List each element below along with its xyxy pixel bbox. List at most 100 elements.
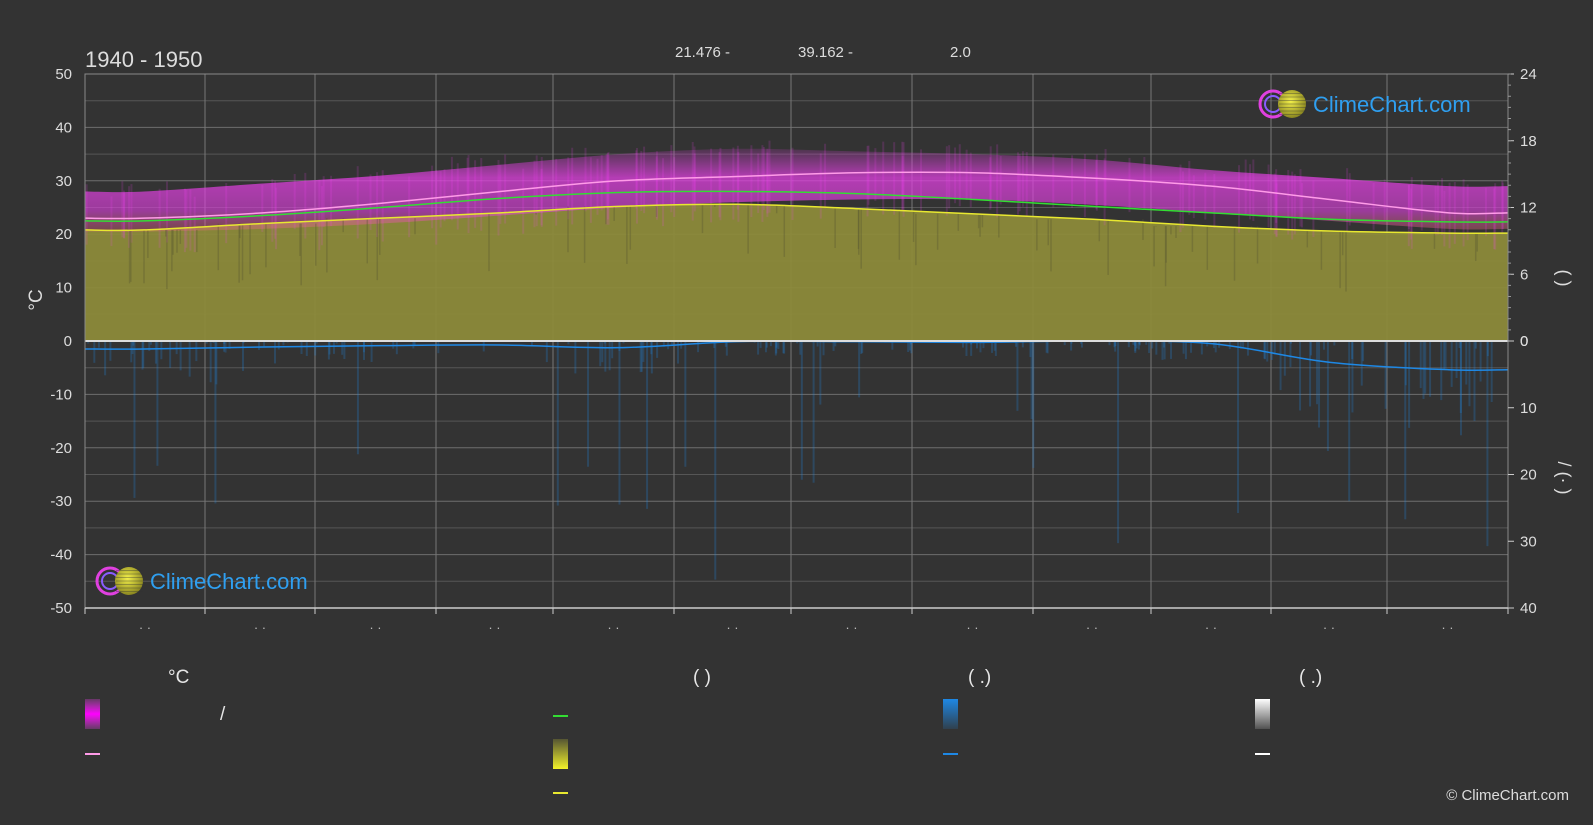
precip-bar <box>1473 341 1475 421</box>
legend-temp-range-label: / <box>220 704 226 725</box>
precip-bar <box>225 341 227 353</box>
precip-bar <box>176 341 178 354</box>
precip-bar <box>765 341 767 352</box>
month-tick-label: · · <box>726 620 738 635</box>
precip-bar <box>1451 341 1453 387</box>
precip-bar <box>650 341 652 354</box>
precip-bar <box>714 341 716 580</box>
month-tick-label: · · <box>1205 620 1217 635</box>
precip-bar <box>1316 341 1318 404</box>
precip-bar <box>1408 341 1410 428</box>
precip-bar <box>371 341 373 362</box>
precip-bar <box>823 341 825 355</box>
precip-bar <box>93 341 95 363</box>
precip-bar <box>646 341 648 509</box>
legend-header-temperature: °C <box>168 667 189 688</box>
precip-bar <box>329 341 331 354</box>
y-tick-label-left: -40 <box>50 547 72 564</box>
precip-bar <box>396 341 398 354</box>
period-title: 1940 - 1950 <box>85 47 202 72</box>
precip-bar <box>1148 341 1150 353</box>
logo-bottom[interactable]: ClimeChart.com <box>97 567 308 595</box>
precip-bar <box>343 341 345 359</box>
precip-bar <box>1460 341 1462 413</box>
precip-bar <box>641 341 643 372</box>
y-tick-label-left: 10 <box>55 280 72 297</box>
precip-bar <box>1318 341 1320 428</box>
legend-header-snow: ( .) <box>1299 667 1322 688</box>
month-tick-label: · · <box>966 620 978 635</box>
precip-bar <box>1440 341 1442 400</box>
precip-bar <box>1480 341 1482 382</box>
precip-bar <box>133 341 135 498</box>
y-tick-label-right-bottom: 40 <box>1520 600 1537 617</box>
precip-bar <box>861 341 863 353</box>
y-tick-label-left: -20 <box>50 440 72 457</box>
y-tick-label-left: 40 <box>55 119 72 136</box>
precip-bar <box>782 341 784 353</box>
precip-bar <box>1299 341 1301 410</box>
precip-bar <box>656 341 658 358</box>
precip-bar <box>587 341 589 467</box>
precip-bar <box>180 341 182 370</box>
precip-bar <box>1348 341 1350 501</box>
month-tick-label: · · <box>1441 620 1453 635</box>
precip-bar <box>1151 341 1153 349</box>
y-tick-label-right-top: 18 <box>1520 133 1537 150</box>
legend-header-sun: ( ) <box>693 667 711 688</box>
precip-bar <box>1362 341 1364 361</box>
precip-bar <box>819 341 821 405</box>
precip-bar <box>609 341 611 370</box>
y-tick-label-left: 0 <box>64 333 72 350</box>
precip-bar <box>1032 341 1034 468</box>
y-tick-label-left: 20 <box>55 226 72 243</box>
precip-bar <box>278 341 280 349</box>
precip-bar <box>1271 341 1273 360</box>
legend: °C ( ) ( .) ( .) / <box>85 667 1322 794</box>
precip-bar <box>274 341 276 363</box>
precip-bar <box>1134 341 1136 353</box>
legend-snow-line-swatch <box>1255 753 1270 755</box>
month-tick-label: · · <box>845 620 857 635</box>
precip-bar <box>155 341 157 364</box>
y-axis-label-right-top: ( ) <box>1554 270 1574 287</box>
precip-bar <box>777 341 779 349</box>
precip-bar <box>258 341 260 350</box>
precip-bar <box>1280 341 1282 390</box>
precip-bar <box>599 341 601 366</box>
precip-bar <box>965 341 967 356</box>
y-axis-label-right-bottom: / (· ) <box>1554 462 1574 495</box>
precip-bar <box>1183 341 1185 354</box>
precip-bar <box>618 341 620 505</box>
y-tick-label-right-top: 6 <box>1520 266 1528 283</box>
y-tick-label-right-bottom: 10 <box>1520 400 1537 417</box>
precip-bar <box>801 341 803 480</box>
precip-bar <box>1424 341 1426 394</box>
precip-bar <box>301 341 303 354</box>
precip-bar <box>546 341 548 362</box>
month-tick-label: · · <box>488 620 500 635</box>
precip-bar <box>574 341 576 373</box>
month-tick-label: · · <box>369 620 381 635</box>
logo-top[interactable]: ClimeChart.com <box>1260 90 1471 118</box>
y-tick-label-right-bottom: 0 <box>1520 333 1528 350</box>
precip-bar <box>98 341 100 348</box>
precip-bar <box>341 341 343 355</box>
precip-bar <box>684 341 686 467</box>
precip-bar <box>1242 341 1244 348</box>
legend-daylight-swatch <box>553 715 568 717</box>
precip-bar <box>1468 341 1470 406</box>
precip-bar <box>726 341 728 356</box>
precip-bar <box>1420 341 1422 388</box>
y-tick-label-right-top: 24 <box>1520 66 1537 83</box>
precip-bar <box>1155 341 1157 355</box>
y-axis-label-left: °C <box>26 289 47 310</box>
y-tick-label-right-bottom: 30 <box>1520 533 1537 550</box>
precip-bar <box>604 341 606 372</box>
precip-bar <box>333 341 335 354</box>
precip-bar <box>1274 341 1276 355</box>
precip-bar <box>357 341 359 454</box>
precip-bar <box>1323 341 1325 350</box>
